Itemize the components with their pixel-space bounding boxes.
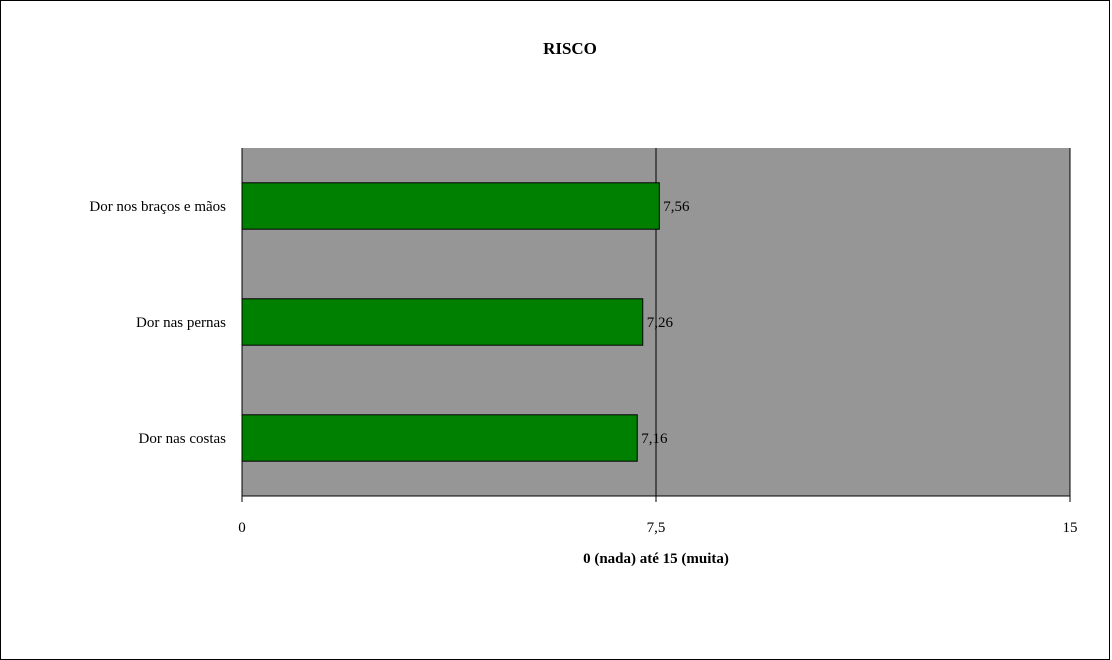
chart-title: RISCO — [543, 39, 597, 58]
x-tick-label: 15 — [1063, 520, 1078, 536]
bar — [241, 182, 660, 230]
bars — [241, 182, 660, 462]
x-axis-title: 0 (nada) até 15 (muita) — [583, 551, 729, 567]
bar-data-label: 7,16 — [641, 431, 668, 447]
bar — [241, 414, 638, 462]
x-axis-ticks: 0 7,5 15 — [238, 496, 1078, 536]
data-labels: 7,56 7,26 7,16 — [641, 199, 690, 447]
category-label: Dor nas pernas — [136, 315, 226, 331]
bar-data-label: 7,56 — [663, 199, 690, 215]
bar — [241, 298, 644, 346]
category-labels: Dor nos braços e mãos Dor nas pernas Dor n… — [89, 199, 226, 447]
category-label: Dor nas costas — [139, 431, 227, 447]
category-label: Dor nos braços e mãos — [89, 199, 226, 215]
risk-bar-chart: RISCO 7,56 7,26 7,16 Dor nos braços e mãos… — [89, 39, 1078, 567]
x-tick-label: 7,5 — [647, 520, 666, 536]
bar-data-label: 7,26 — [647, 315, 674, 331]
x-tick-label: 0 — [238, 520, 246, 536]
